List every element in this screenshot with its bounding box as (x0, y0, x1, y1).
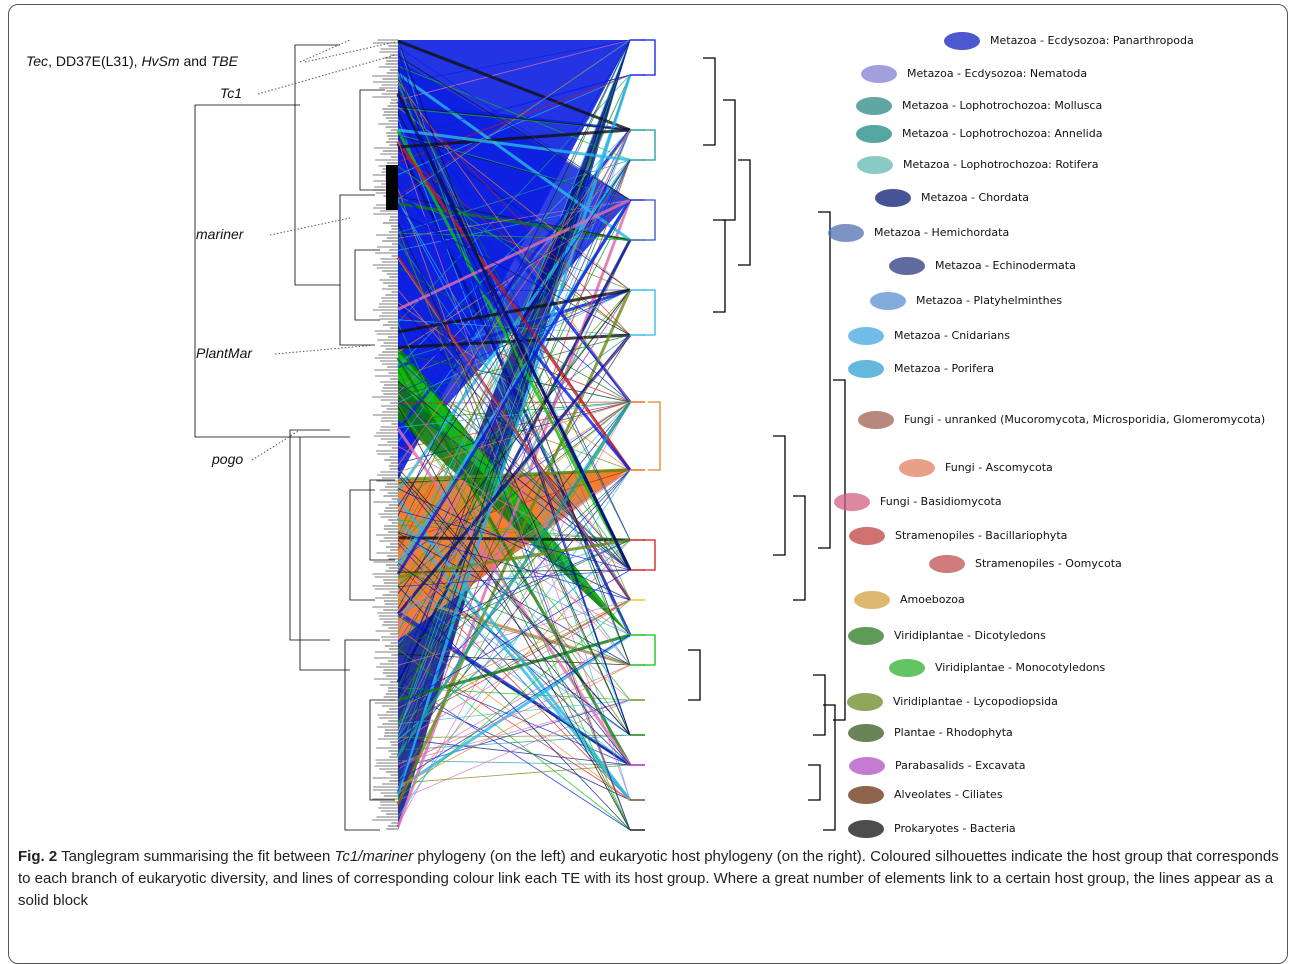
host-silhouette (847, 693, 883, 711)
caption: Fig. 2 Tanglegram summarising the fit be… (18, 846, 1280, 912)
te-label-part: mariner (196, 226, 245, 242)
host-silhouette (858, 411, 894, 429)
host-label: Fungi - unranked (Mucoromycota, Microspo… (904, 413, 1265, 426)
host-silhouette (857, 156, 893, 174)
host-label: Metazoa - Hemichordata (874, 226, 1009, 239)
te-label: Tec, DD37E(L31), HvSm and TBE (26, 53, 239, 69)
host-silhouette (856, 97, 892, 115)
host-silhouette (944, 32, 980, 50)
host-silhouette (848, 327, 884, 345)
host-branch (643, 635, 655, 665)
te-label-part: TBE (211, 53, 239, 69)
host-branch (643, 200, 655, 240)
host-branch (773, 436, 785, 555)
host-silhouette (848, 724, 884, 742)
te-label-part: and (180, 53, 211, 69)
te-label-part: HvSm (141, 53, 179, 69)
tree-branch (295, 45, 340, 285)
te-label: pogo (211, 451, 243, 467)
host-label: Metazoa - Lophotrochozoa: Rotifera (903, 158, 1099, 171)
host-label: Metazoa - Lophotrochozoa: Annelida (902, 127, 1102, 140)
host-silhouette (899, 459, 935, 477)
tree-branch (345, 640, 380, 830)
host-label: Fungi - Ascomycota (945, 461, 1053, 474)
caption-label: Fig. 2 (18, 848, 57, 865)
host-branch (648, 402, 660, 470)
host-label: Viridiplantae - Dicotyledons (894, 629, 1046, 642)
host-silhouette (828, 224, 864, 242)
te-label-part: pogo (211, 451, 243, 467)
host-label: Metazoa - Cnidarians (894, 329, 1010, 342)
tree-branch (355, 250, 380, 320)
host-silhouette (849, 527, 885, 545)
host-silhouette (889, 257, 925, 275)
tree-block (386, 165, 398, 210)
host-silhouette (848, 627, 884, 645)
host-label: Metazoa - Chordata (921, 191, 1029, 204)
host-label: Parabasalids - Excavata (895, 759, 1026, 772)
host-branch (793, 496, 805, 600)
leader-line (270, 218, 350, 235)
host-branch (643, 40, 655, 75)
host-branch (738, 160, 750, 265)
leader-line (252, 430, 300, 460)
leader-line (275, 345, 375, 354)
leader-line (300, 40, 350, 62)
host-silhouette (848, 820, 884, 838)
host-silhouette (854, 591, 890, 609)
host-label: Fungi - Basidiomycota (880, 495, 1002, 508)
host-silhouette (848, 360, 884, 378)
host-label: Metazoa - Platyhelminthes (916, 294, 1062, 307)
host-label: Viridiplantae - Monocotyledons (935, 661, 1106, 674)
host-label: Stramenopiles - Oomycota (975, 557, 1122, 570)
host-label: Metazoa - Ecdysozoa: Nematoda (907, 67, 1087, 80)
host-branch (713, 220, 725, 312)
host-silhouette (861, 65, 897, 83)
host-label: Prokaryotes - Bacteria (894, 822, 1016, 835)
host-branch (643, 540, 655, 570)
host-label: Alveolates - Ciliates (894, 788, 1003, 801)
host-label: Metazoa - Echinodermata (935, 259, 1076, 272)
page: {"figure":{ "te_labels":[ {"parts":["Tec… (0, 0, 1292, 942)
host-label: Metazoa - Lophotrochozoa: Mollusca (902, 99, 1102, 112)
te-label: PlantMar (196, 345, 253, 361)
host-silhouette (834, 493, 870, 511)
tanglegram: Tec, DD37E(L31), HvSm and TBE Tc1 mariner P… (0, 0, 1292, 842)
tree-branch (290, 430, 330, 640)
te-label-part: Tc1 (220, 85, 242, 101)
host-branch (643, 290, 655, 335)
te-label: Tc1 (220, 85, 242, 101)
tree-branch (350, 490, 375, 600)
host-silhouette (889, 659, 925, 677)
host-branch (808, 765, 820, 800)
host-branch (723, 100, 735, 220)
te-label: mariner (196, 226, 245, 242)
host-branch (818, 212, 830, 548)
host-branch (833, 380, 845, 720)
host-silhouette (929, 555, 965, 573)
host-branch (643, 130, 655, 160)
te-label-part: Tec (26, 53, 48, 69)
host-silhouette (848, 786, 884, 804)
caption-text: Tanglegram summarising the fit between (57, 848, 334, 865)
tree-branch (195, 105, 300, 437)
host-silhouette (875, 189, 911, 207)
host-label: Metazoa - Porifera (894, 362, 994, 375)
host-silhouette (870, 292, 906, 310)
tree-branch (300, 437, 350, 670)
tree-branch (340, 195, 375, 345)
host-silhouette (849, 757, 885, 775)
host-branch (703, 58, 715, 145)
host-label: Stramenopiles - Bacillariophyta (895, 529, 1067, 542)
leader-line (258, 55, 395, 94)
te-label-part: PlantMar (196, 345, 253, 361)
host-label: Amoebozoa (900, 593, 965, 606)
host-silhouette (856, 125, 892, 143)
host-branch (688, 650, 700, 700)
host-label: Metazoa - Ecdysozoa: Panarthropoda (990, 34, 1194, 47)
host-label: Viridiplantae - Lycopodiopsida (893, 695, 1058, 708)
host-label: Plantae - Rhodophyta (894, 726, 1013, 739)
caption-text: Tc1/mariner (335, 848, 414, 865)
te-label-part: , DD37E(L31), (48, 53, 141, 69)
